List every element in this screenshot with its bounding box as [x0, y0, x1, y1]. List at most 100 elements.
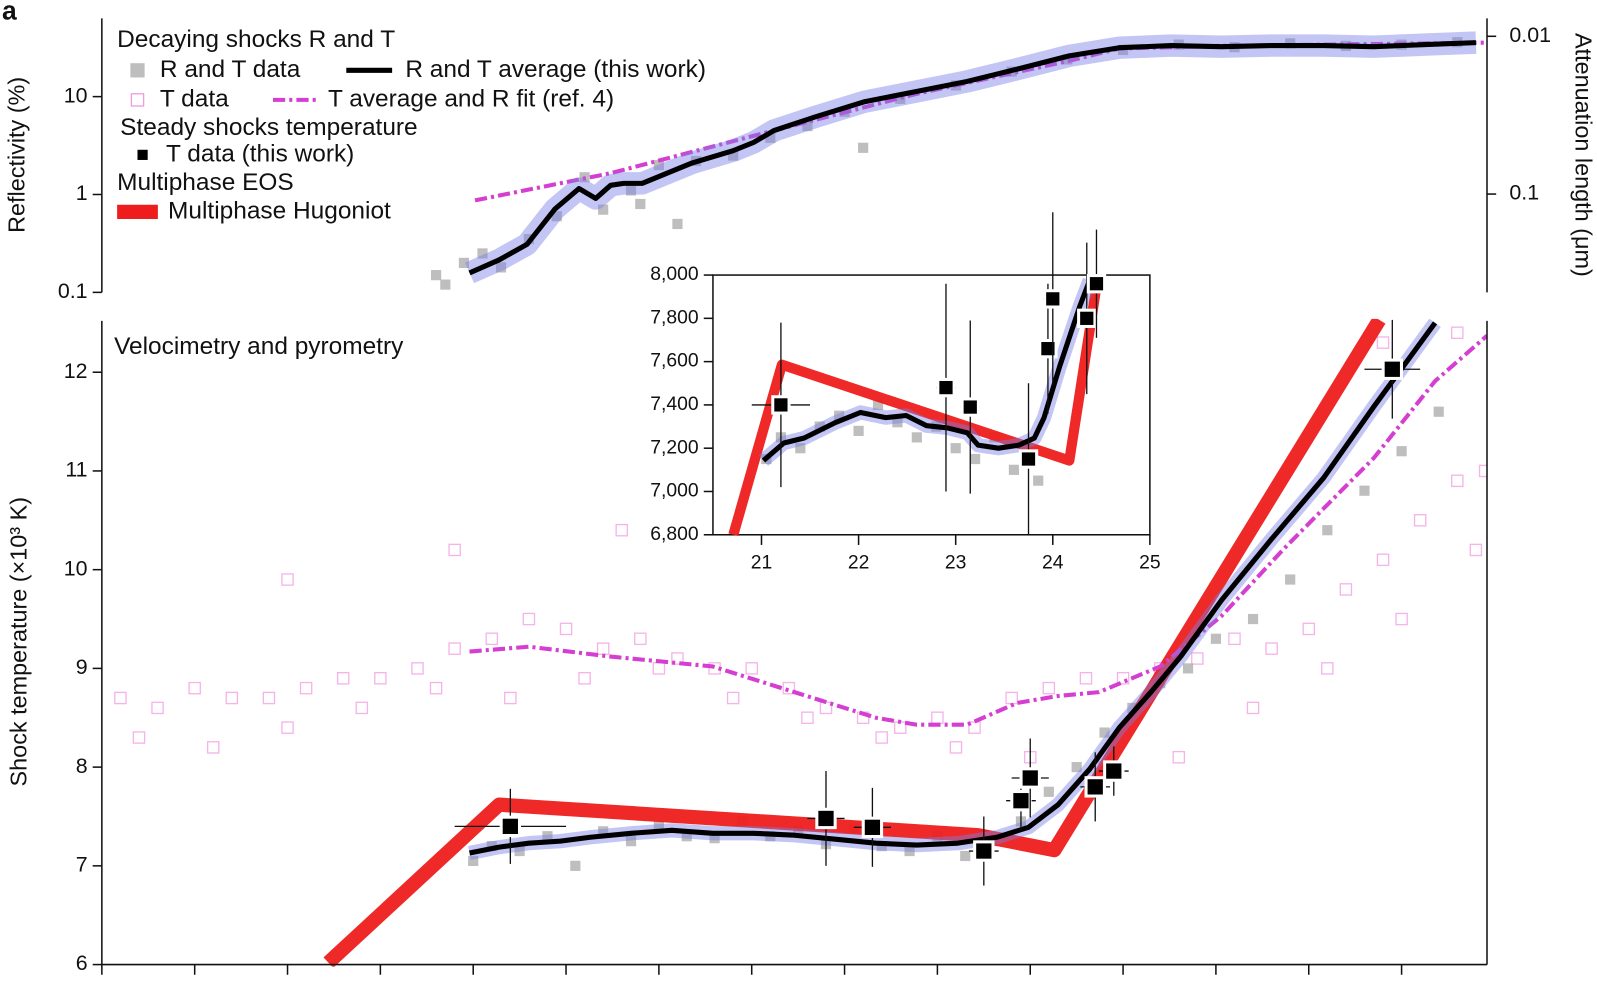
- data-point: [970, 453, 981, 465]
- panel: 6 7 8 9 10 11 12: [64, 318, 1488, 975]
- data-point: [936, 377, 956, 398]
- data-point: [709, 833, 720, 844]
- data-point: [1043, 289, 1063, 309]
- y-tick-label: 7,000: [650, 480, 698, 502]
- data-point: [1077, 308, 1097, 329]
- y-tick-label: 0.1: [58, 279, 88, 303]
- data-point: [1210, 633, 1222, 644]
- data-point: [559, 622, 573, 636]
- series-line: [323, 318, 1386, 967]
- plot-area: [728, 277, 1103, 537]
- data-point: [875, 731, 888, 744]
- data-point: [151, 701, 164, 715]
- legend: Decaying shocks R and T Steady shocks tem…: [117, 26, 706, 224]
- y-tick-label: 1: [76, 181, 88, 205]
- data-point: [1099, 727, 1110, 738]
- x-tick-label: 22: [848, 551, 870, 573]
- data-point: [728, 150, 739, 161]
- data-point: [814, 421, 825, 432]
- data-point: [1413, 514, 1427, 527]
- data-point: [477, 248, 488, 259]
- data-point: [1042, 681, 1056, 695]
- data-point: [834, 410, 845, 421]
- data-point: [872, 399, 884, 411]
- data-point: [1019, 767, 1041, 789]
- data-point: [1062, 54, 1073, 65]
- data-point: [858, 142, 869, 153]
- legend-label: T data: [160, 85, 229, 112]
- data-point: [1084, 776, 1106, 798]
- legend-label: Multiphase Hugoniot: [168, 197, 391, 224]
- data-point: [801, 711, 814, 725]
- legend-title: Decaying shocks R and T: [117, 26, 395, 53]
- y-tick-label: 8,000: [650, 263, 698, 285]
- data-point: [782, 681, 796, 695]
- plot-area: [430, 31, 1488, 290]
- data-point: [1376, 553, 1390, 567]
- y-tick-label: 7: [76, 852, 88, 876]
- data-point: [448, 543, 461, 557]
- data-point: [771, 395, 791, 415]
- legend-label: T average and R fit (ref. 4): [328, 85, 614, 112]
- series-line: [469, 321, 1438, 856]
- annotation: Velocimetry and pyrometry: [114, 333, 404, 360]
- data-point: [206, 741, 220, 754]
- data-point: [598, 204, 609, 215]
- data-point: [950, 443, 961, 454]
- y-tick-label: 7,800: [650, 306, 698, 328]
- data-point: [1010, 789, 1032, 812]
- y-tick-label: 8: [76, 754, 88, 778]
- data-point: [652, 662, 666, 675]
- data-point: [911, 432, 922, 443]
- data-point: [411, 662, 424, 675]
- data-point: [1182, 663, 1194, 674]
- data-point: [1018, 449, 1039, 469]
- y-tick-label: 6: [76, 951, 88, 975]
- data-point: [853, 425, 864, 436]
- x-tick-label: 21: [751, 551, 773, 573]
- data-point: [861, 816, 884, 839]
- data-point: [504, 691, 517, 705]
- data-point: [1071, 762, 1082, 773]
- y-tick-label: 7,400: [650, 393, 698, 415]
- data-point: [625, 185, 637, 196]
- series-line: [761, 279, 1093, 463]
- data-point: [225, 691, 239, 705]
- data-point: [960, 850, 971, 862]
- x-tick-label: 23: [945, 551, 967, 573]
- data-point: [1339, 583, 1353, 596]
- data-point: [598, 826, 609, 837]
- data-point: [625, 836, 637, 847]
- series-line: [468, 40, 1476, 276]
- data-point: [485, 632, 499, 646]
- legend-swatch: [130, 93, 145, 107]
- data-point: [551, 211, 562, 222]
- data-point: [1265, 642, 1278, 655]
- legend-title: Multiphase EOS: [117, 169, 294, 196]
- data-point: [1228, 632, 1241, 646]
- data-point: [1172, 750, 1186, 764]
- data-point: [1247, 613, 1259, 625]
- data-point: [1008, 464, 1020, 475]
- data-point: [458, 257, 470, 268]
- data-point: [1116, 672, 1130, 685]
- data-point: [960, 397, 980, 417]
- data-point: [468, 855, 479, 867]
- data-point: [653, 821, 664, 832]
- data-point: [802, 120, 813, 132]
- data-point: [132, 731, 146, 744]
- data-point: [1246, 701, 1260, 715]
- x-tick-label: 24: [1042, 551, 1064, 573]
- data-point: [570, 860, 581, 871]
- data-point: [355, 701, 369, 715]
- data-point: [1359, 485, 1370, 496]
- data-point: [795, 443, 806, 454]
- data-point: [448, 642, 461, 655]
- data-point: [596, 642, 610, 655]
- data-point: [1103, 760, 1125, 782]
- data-point: [931, 711, 944, 725]
- series-line: [469, 334, 1488, 727]
- data-point: [514, 845, 525, 857]
- data-point: [973, 840, 995, 862]
- legend-label: R and T data: [160, 56, 301, 83]
